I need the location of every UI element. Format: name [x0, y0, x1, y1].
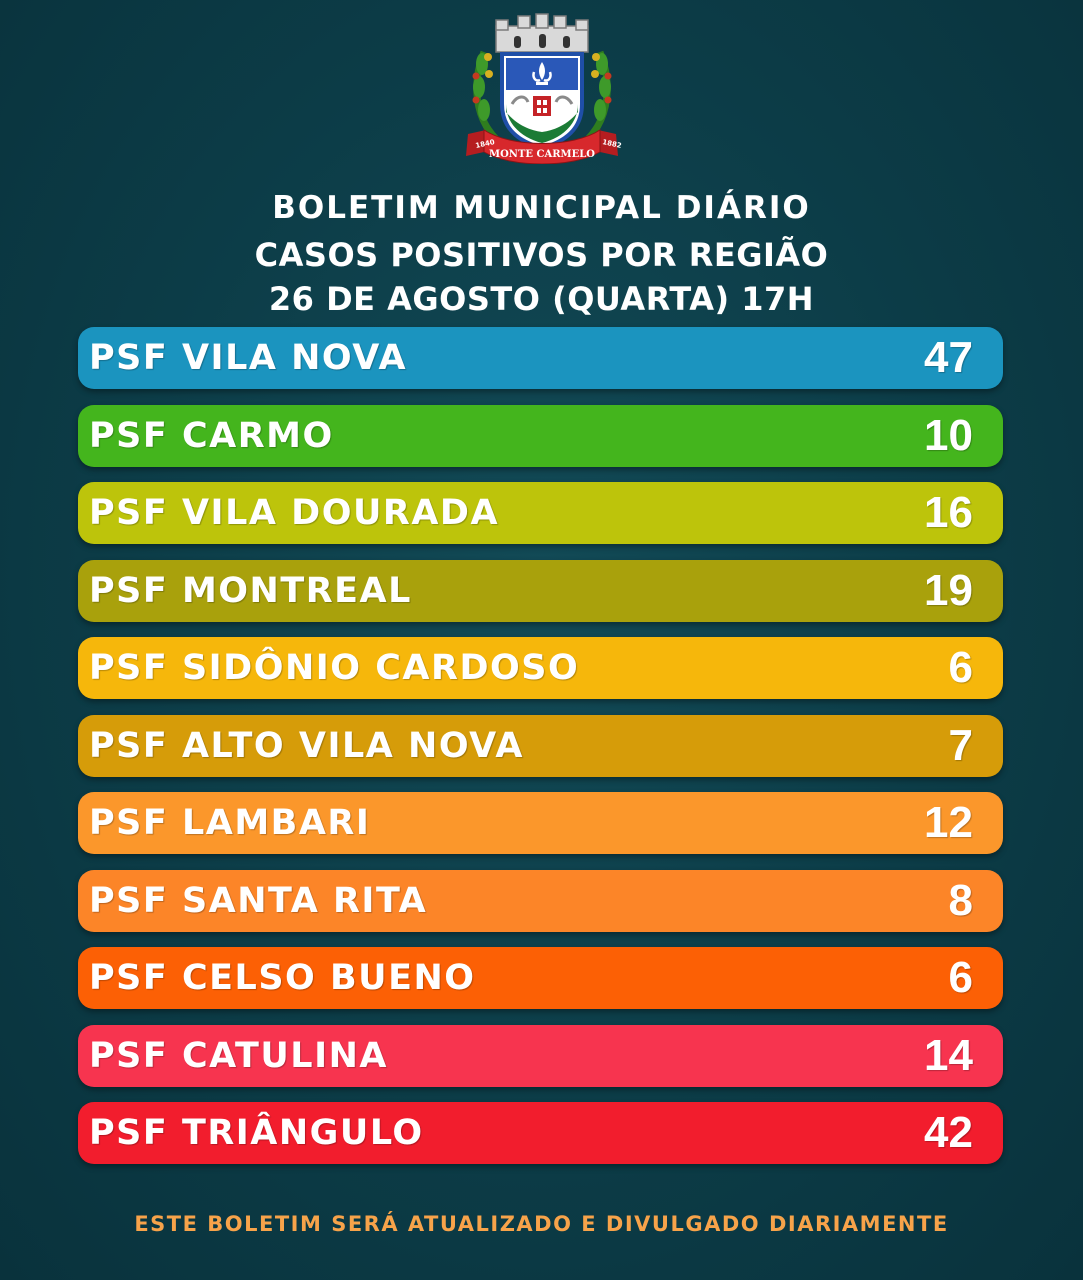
svg-text:1882: 1882: [602, 138, 622, 150]
region-case-count: 12: [924, 798, 973, 847]
region-row: PSF CATULINA 14: [78, 1024, 1003, 1087]
region-list: PSF VILA NOVA 47 PSF CARMO 10 PSF VILA DOURA…: [78, 327, 1003, 1180]
region-case-count: 7: [948, 720, 973, 770]
region-row: PSF SIDÔNIO CARDOSO 6: [78, 637, 1003, 699]
region-row: PSF LAMBARI 12: [78, 792, 1003, 854]
bulletin-title: BOLETIM MUNICIPAL DIÁRIO: [272, 190, 811, 226]
region-case-count: 19: [924, 565, 973, 615]
svg-text:MONTE CARMELO: MONTE CARMELO: [489, 149, 595, 160]
region-case-count: 6: [948, 953, 973, 1002]
region-label: PSF VILA DOURADA: [89, 493, 500, 533]
region-case-count: 42: [924, 1108, 973, 1157]
region-case-count: 10: [924, 410, 973, 460]
region-label: PSF CARMO: [89, 415, 334, 456]
coat-of-arms-logo: 1840 MONTE CARMELO 1882: [466, 13, 622, 164]
region-label: PSF CELSO BUENO: [89, 958, 476, 998]
region-row: PSF VILA DOURADA 16: [78, 482, 1003, 544]
region-row: PSF CELSO BUENO 6: [78, 947, 1003, 1009]
region-label: PSF SIDÔNIO CARDOSO: [89, 648, 580, 688]
svg-text:1840: 1840: [475, 138, 496, 150]
region-label: PSF VILA NOVA: [89, 338, 408, 378]
region-case-count: 6: [948, 643, 973, 692]
region-label: PSF MONTREAL: [89, 570, 412, 611]
ribbon-banner: 1840 MONTE CARMELO 1882: [466, 129, 622, 164]
region-label: PSF SANTA RITA: [89, 880, 428, 921]
region-row: PSF ALTO VILA NOVA 7: [78, 714, 1003, 777]
region-case-count: 16: [924, 488, 973, 537]
footer-note: ESTE BOLETIM SERÁ ATUALIZADO E DIVULGADO…: [134, 1212, 949, 1236]
region-label: PSF CATULINA: [89, 1035, 389, 1076]
region-label: PSF ALTO VILA NOVA: [89, 725, 524, 766]
region-case-count: 8: [948, 875, 973, 925]
region-row: PSF MONTREAL 19: [78, 559, 1003, 622]
right-branch-icon: [584, 50, 612, 143]
left-branch-icon: [472, 50, 500, 143]
bulletin-date: 26 DE AGOSTO (QUARTA) 17H: [268, 280, 815, 318]
region-case-count: 47: [924, 333, 973, 382]
region-case-count: 14: [924, 1030, 973, 1080]
region-row: PSF SANTA RITA 8: [78, 869, 1003, 932]
mural-crown-icon: [495, 13, 589, 53]
bulletin-subtitle: CASOS POSITIVOS POR REGIÃO: [254, 236, 829, 274]
region-row: PSF CARMO 10: [78, 404, 1003, 467]
region-row: PSF TRIÂNGULO 42: [78, 1102, 1003, 1164]
region-label: PSF TRIÂNGULO: [89, 1113, 424, 1153]
shield-icon: [500, 52, 584, 151]
region-row: PSF VILA NOVA 47: [78, 327, 1003, 389]
region-label: PSF LAMBARI: [89, 803, 371, 843]
